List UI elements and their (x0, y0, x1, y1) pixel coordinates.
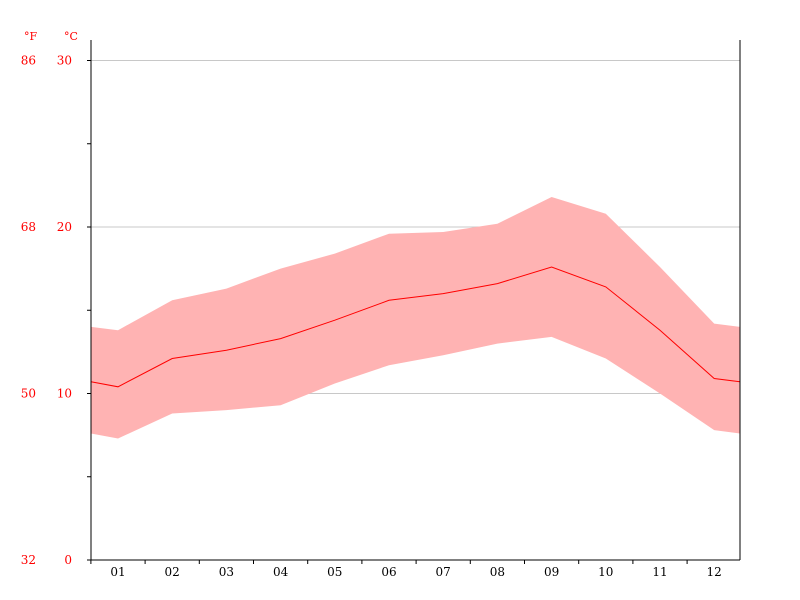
y-tick-label-celsius: 10 (57, 387, 72, 401)
x-tick-label-month: 01 (110, 565, 125, 579)
x-tick-label-month: 12 (707, 565, 722, 579)
x-tick-label-month: 06 (381, 565, 396, 579)
x-tick-label-month: 11 (652, 565, 667, 579)
y-axis-labels: 0 10 20 30 32 50 68 86 (21, 54, 72, 568)
x-tick-label-month: 03 (219, 565, 234, 579)
axes (87, 40, 741, 564)
fahrenheit-unit-label: °F (24, 30, 38, 43)
x-tick-label-month: 04 (273, 565, 289, 579)
y-tick-label-celsius: 30 (57, 54, 72, 68)
temperature-range-band (91, 197, 740, 439)
y-tick-label-celsius: 20 (57, 220, 72, 234)
y-tick-label-fahrenheit: 68 (21, 220, 36, 234)
celsius-unit-label: °C (64, 30, 78, 43)
x-tick-label-month: 05 (327, 565, 342, 579)
x-tick-label-month: 07 (436, 565, 451, 579)
x-tick-label-month: 09 (544, 565, 559, 579)
x-tick-label-month: 10 (598, 565, 613, 579)
y-tick-label-fahrenheit: 50 (21, 387, 36, 401)
y-tick-label-fahrenheit: 32 (21, 553, 36, 567)
x-tick-label-month: 08 (490, 565, 505, 579)
mean-temperature-line (90, 266, 741, 388)
y-tick-label-fahrenheit: 86 (21, 54, 36, 68)
x-axis-labels: 01 02 03 04 05 06 07 08 09 10 11 12 (110, 565, 721, 579)
y-tick-label-celsius: 0 (64, 553, 72, 567)
x-tick-label-month: 02 (165, 565, 180, 579)
